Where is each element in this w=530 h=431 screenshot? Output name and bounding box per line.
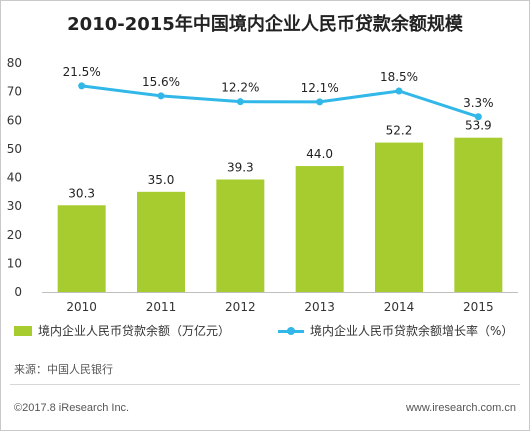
- legend-line-swatch: [278, 325, 304, 337]
- x-tick-label: 2015: [463, 300, 494, 314]
- growth-rate-point: [236, 98, 244, 106]
- legend-item-line: 境内企业人民币贷款余额增长率（%）: [278, 322, 513, 339]
- bar-value-label: 35.0: [148, 173, 175, 187]
- y-tick-label: 80: [7, 56, 22, 70]
- growth-rate-line: [81, 84, 479, 119]
- y-tick-label: 10: [7, 256, 22, 270]
- y-tick-label: 30: [7, 199, 22, 213]
- growth-rate-label: 21.5%: [63, 65, 101, 79]
- x-tick-label: 2010: [66, 300, 97, 314]
- growth-rate-point: [395, 87, 403, 95]
- legend-bar-label: 境内企业人民币贷款余额（万亿元）: [38, 324, 231, 338]
- growth-rate-label: 18.5%: [380, 70, 418, 84]
- growth-rate-point: [157, 92, 165, 100]
- bar: [295, 166, 344, 292]
- chart-title: 2010-2015年中国境内企业人民币贷款余额规模: [67, 14, 463, 35]
- x-tick-label: 2014: [384, 300, 415, 314]
- growth-rate-point: [316, 98, 324, 106]
- bar-value-label: 52.2: [386, 124, 413, 138]
- legend-line-label: 境内企业人民币贷款余额增长率（%）: [310, 324, 514, 338]
- growth-rate-point: [474, 113, 482, 121]
- y-tick-label: 20: [7, 228, 22, 242]
- legend-bar-swatch: [14, 325, 32, 336]
- bar: [375, 142, 423, 292]
- bar: [57, 205, 106, 292]
- growth-rate-label: 3.3%: [463, 96, 494, 110]
- website-text: www.iresearch.com.cn: [405, 402, 516, 414]
- copyright-text: ©2017.8 iResearch Inc.: [14, 402, 130, 414]
- chart-legend: 境内企业人民币贷款余额（万亿元） 境内企业人民币贷款余额增长率（%）: [0, 322, 530, 342]
- x-tick-label: 2013: [304, 300, 335, 314]
- x-tick-label: 2011: [146, 300, 177, 314]
- growth-rate-label: 12.2%: [221, 81, 259, 95]
- growth-rate-label: 12.1%: [301, 81, 339, 95]
- bar-value-label: 44.0: [306, 147, 333, 161]
- bar: [137, 191, 185, 292]
- bar-value-label: 53.9: [465, 119, 492, 133]
- y-tick-label: 40: [7, 171, 22, 185]
- legend-item-bar: 境内企业人民币贷款余额（万亿元）: [14, 322, 230, 339]
- y-tick-label: 70: [7, 85, 22, 99]
- y-tick-label: 0: [14, 285, 22, 299]
- y-tick-label: 60: [7, 113, 22, 127]
- growth-rate-point: [78, 82, 86, 90]
- y-tick-label: 50: [7, 142, 22, 156]
- bar-value-label: 30.3: [68, 186, 95, 200]
- growth-rate-label: 15.6%: [142, 75, 180, 89]
- x-tick-label: 2012: [225, 300, 256, 314]
- bar: [216, 179, 265, 292]
- bar: [454, 137, 503, 292]
- bar-value-label: 39.3: [227, 161, 254, 175]
- source-note: 来源：中国人民银行: [14, 363, 113, 376]
- footer-divider: [10, 384, 520, 385]
